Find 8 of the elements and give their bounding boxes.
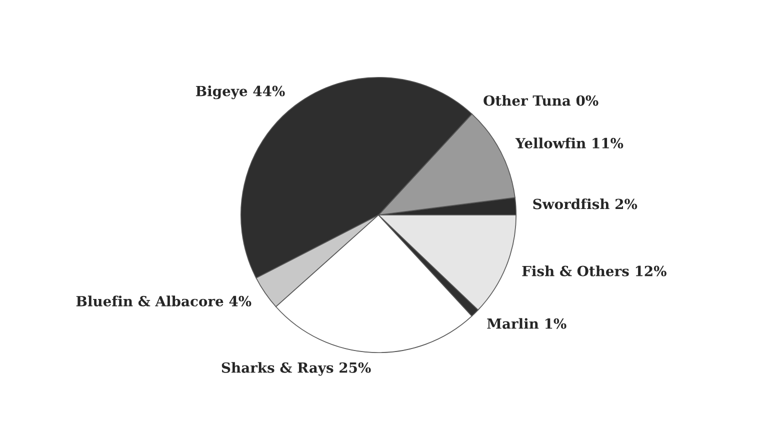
slice-label: Bigeye 44% (196, 86, 285, 100)
category-label: Other Tuna 0% (484, 95, 598, 106)
slice-label: Fish & Others 12% (522, 266, 666, 276)
slice-label: Swordfish 2% (533, 198, 638, 210)
slice-label: Marlin 1% (487, 318, 566, 329)
slice-label: Sharks & Rays 25% (222, 362, 371, 376)
slice-label: Yellowfin 11% (515, 138, 624, 148)
slice-label: Bluefin & Albacore 4% (76, 296, 252, 306)
